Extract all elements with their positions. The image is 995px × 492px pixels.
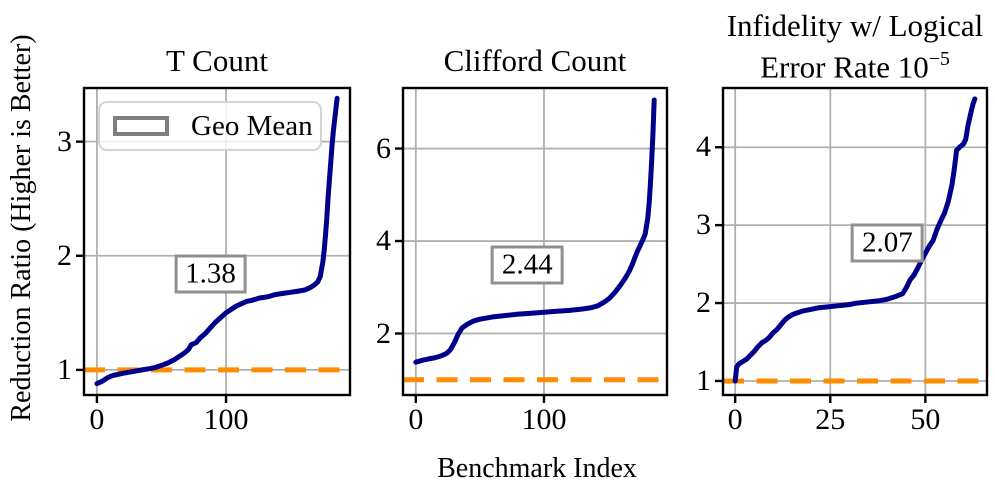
subplot-title-infidelity-line2: Error Rate 10	[760, 49, 929, 85]
superscript-exponent: −5	[928, 48, 950, 71]
x-tick-label: 25	[815, 403, 846, 436]
reduction-ratio-curve	[94, 95, 340, 387]
x-tick-label: 0	[408, 403, 424, 436]
y-tick-label: 1	[57, 352, 72, 386]
geo-mean-annotation-infidelity: 2.07	[850, 223, 924, 263]
axes-spines	[721, 86, 989, 397]
x-tick-label: 100	[521, 403, 567, 436]
y-tick-label: 2	[57, 238, 72, 272]
geo-mean-annotation-clifford-count: 2.44	[490, 245, 564, 285]
x-tick-label: 0	[727, 403, 743, 436]
x-tick-label: 50	[910, 403, 941, 436]
x-axis-label: Benchmark Index	[437, 453, 637, 484]
subplot-title-infidelity: Infidelity w/ Logical Error Rate 10−5	[693, 8, 995, 84]
x-tick-label: 0	[89, 403, 105, 436]
geo-mean-swatch-icon	[113, 116, 169, 136]
y-tick-label: 4	[696, 130, 711, 164]
subplot-title-infidelity-line1: Infidelity w/ Logical	[726, 8, 984, 43]
reduction-ratio-curve	[732, 96, 978, 384]
subplot-title-clifford-count: Clifford Count	[443, 43, 627, 78]
y-tick-label: 2	[696, 286, 711, 320]
y-tick-label: 3	[696, 208, 711, 242]
y-tick-label: 4	[376, 224, 391, 258]
y-tick-label: 2	[376, 316, 391, 350]
geo-mean-annotation-t-count: 1.38	[174, 254, 247, 294]
reduction-ratio-curve	[413, 97, 657, 365]
legend: Geo Mean	[98, 101, 322, 151]
y-tick-label: 3	[57, 124, 72, 158]
legend-label: Geo Mean	[191, 109, 313, 142]
y-tick-label: 1	[696, 363, 711, 397]
subplot-title-t-count: T Count	[166, 43, 268, 78]
x-tick-label: 100	[203, 403, 249, 436]
axes-spines	[82, 86, 352, 397]
y-tick-label: 6	[376, 131, 391, 165]
